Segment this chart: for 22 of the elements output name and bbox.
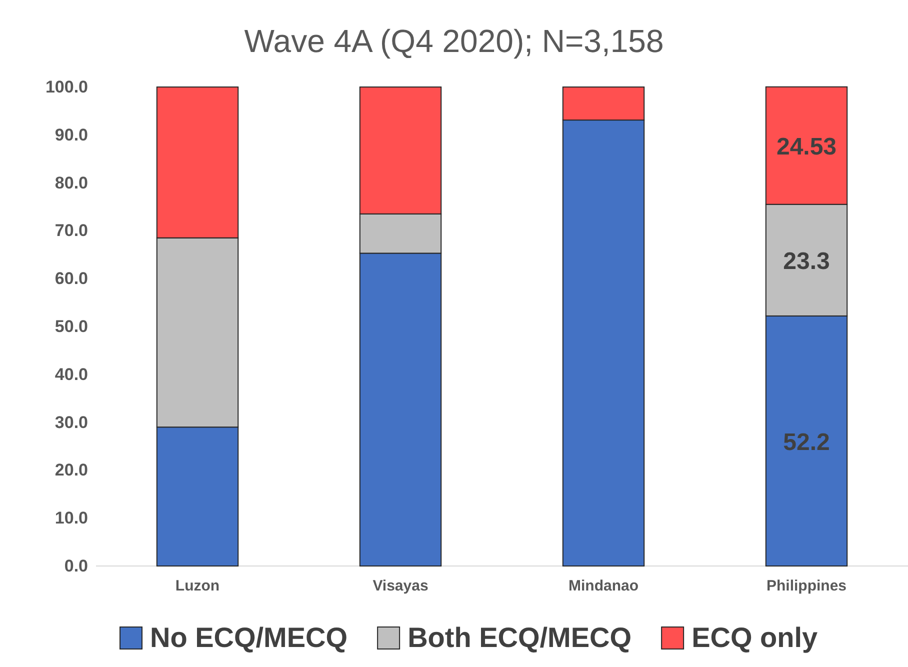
data-label: 52.2: [783, 428, 830, 456]
legend-label: ECQ only: [692, 622, 818, 653]
data-label: 23.3: [783, 248, 830, 276]
y-tick-label: 30.0: [54, 412, 88, 432]
legend-label: No ECQ/MECQ: [150, 622, 348, 653]
y-tick-label: 80.0: [54, 173, 88, 192]
y-tick-label: 0.0: [64, 556, 88, 576]
y-tick-label: 60.0: [54, 269, 88, 288]
y-tick-label: 20.0: [54, 460, 88, 480]
x-tick-label: Visayas: [372, 578, 428, 595]
legend-label: Both ECQ/MECQ: [408, 622, 632, 653]
data-label: 24.53: [776, 134, 837, 161]
y-tick-label: 100.0: [45, 77, 88, 96]
y-tick-label: 40.0: [54, 364, 88, 384]
y-tick-label: 50.0: [54, 316, 88, 336]
x-tick-label: Luzon: [175, 578, 220, 595]
y-tick-label: 10.0: [54, 508, 88, 528]
y-tick-label: 90.0: [54, 125, 88, 144]
x-tick-label: Mindanao: [568, 578, 638, 595]
y-tick-label: 70.0: [54, 221, 88, 240]
x-tick-label: Philippines: [766, 578, 847, 595]
chart-title: Wave 4A (Q4 2020); N=3,158: [244, 23, 664, 59]
